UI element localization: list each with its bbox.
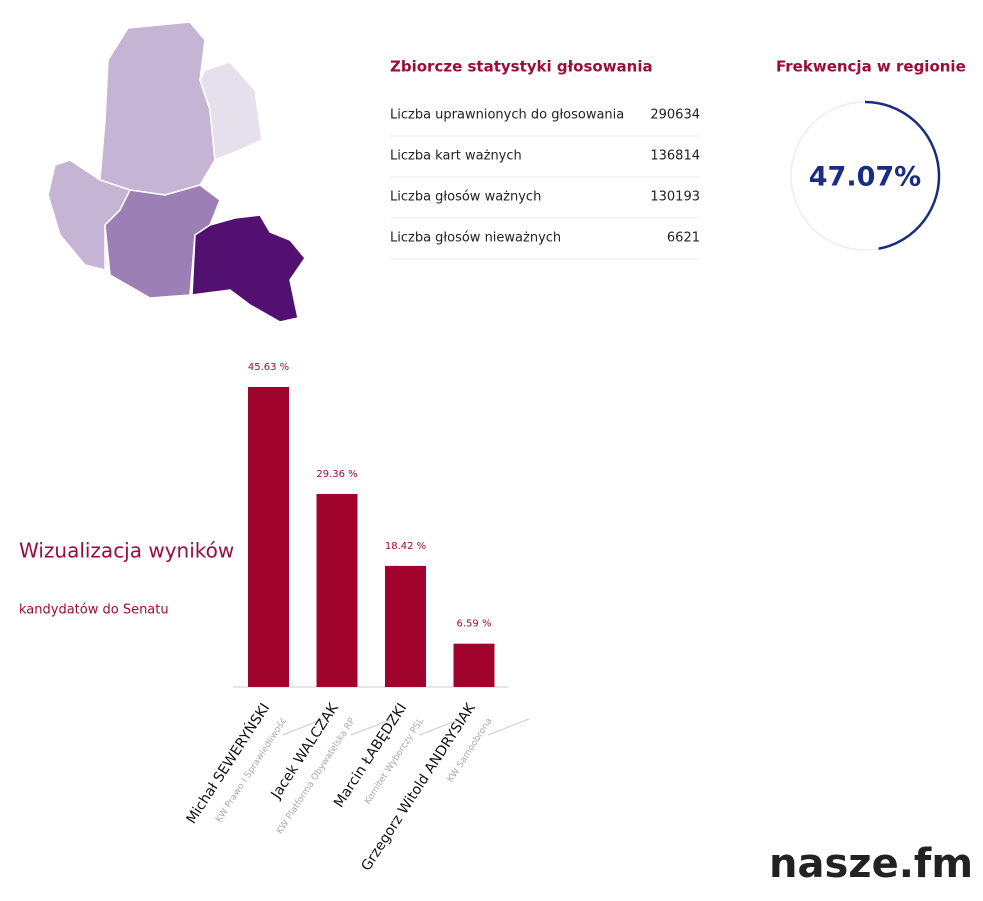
stat-label: Liczba kart ważnych	[390, 149, 522, 164]
stat-label: Liczba uprawnionych do głosowania	[390, 108, 624, 123]
label-separator	[487, 718, 530, 736]
value-label: 6.59 %	[457, 619, 492, 630]
bar	[385, 565, 426, 687]
chart-title: Wizualizacja wyników	[19, 539, 234, 563]
bar	[453, 643, 495, 687]
map-region	[191, 214, 306, 323]
logo: nasze.fm	[769, 841, 973, 887]
stats-title: Zbiorcze statystyki głosowania	[390, 58, 653, 76]
label-separator	[350, 718, 393, 736]
bar	[248, 386, 289, 687]
stat-value: 6621	[667, 231, 700, 246]
map-region	[199, 61, 263, 162]
map-region	[99, 21, 216, 196]
turnout-title: Frekwencja w regionie	[776, 58, 966, 76]
value-label: 29.36 %	[316, 469, 357, 480]
stat-label: Liczba głosów ważnych	[390, 190, 541, 205]
value-label: 18.42 %	[385, 541, 426, 552]
map-region	[47, 159, 132, 271]
stat-value: 136814	[650, 149, 700, 164]
stat-label: Liczba głosów nieważnych	[390, 231, 561, 246]
turnout-value: 47.07%	[809, 162, 921, 193]
stat-value: 130193	[650, 190, 700, 205]
turnout-arc	[864, 100, 941, 250]
map-region	[104, 184, 221, 299]
value-label: 45.63 %	[248, 362, 289, 373]
label-separator	[282, 718, 324, 736]
region-map	[47, 21, 306, 323]
stat-value: 290634	[650, 108, 700, 123]
chart-subtitle: kandydatów do Senatu	[19, 603, 169, 618]
label-separator	[419, 718, 461, 736]
bar	[316, 493, 358, 687]
